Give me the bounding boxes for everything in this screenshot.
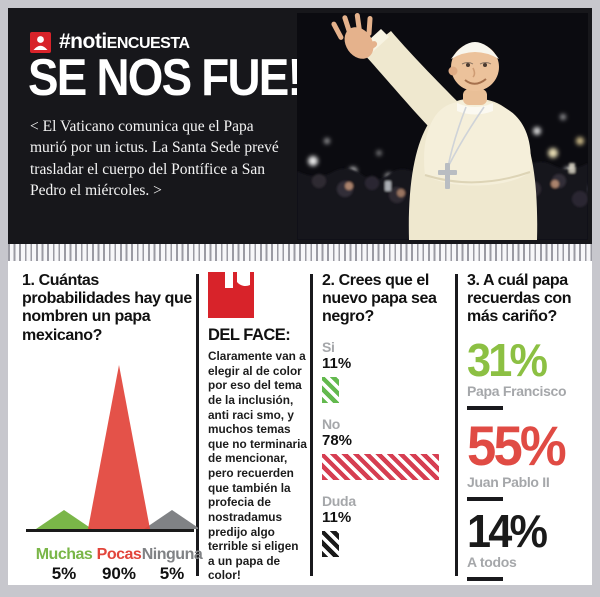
del-face-section: DEL FACE: Claramente van a elegir al de … bbox=[208, 272, 307, 583]
user-icon bbox=[30, 31, 51, 53]
question-1-title: 1. Cuántas probabilidades hay que nombre… bbox=[22, 272, 192, 344]
column-divider bbox=[196, 274, 199, 576]
stat-divider bbox=[467, 577, 503, 582]
brand-hashtag: #noti bbox=[59, 30, 107, 53]
pope-photo bbox=[297, 13, 588, 240]
bar-no bbox=[322, 453, 439, 480]
ruler-strip bbox=[8, 244, 592, 265]
stat-divider bbox=[467, 406, 503, 411]
header: #notiENCUESTA SE NOS FUE! < El Vaticano … bbox=[8, 8, 592, 244]
stat-papa-francisco: 31% Papa Francisco bbox=[467, 337, 583, 411]
chart-label-pocas: Pocas 90% bbox=[96, 545, 142, 583]
question-2-section: 2. Crees que el nuevo papa sea negro? Si… bbox=[322, 272, 450, 570]
bar-duda bbox=[322, 530, 339, 557]
bar-group-si: Si 11% bbox=[322, 339, 450, 403]
column-divider bbox=[310, 274, 313, 576]
bar-group-no: No 78% bbox=[322, 416, 450, 480]
headline: SE NOS FUE! bbox=[28, 49, 303, 107]
chart-label-ninguna: Ninguna 5% bbox=[141, 545, 203, 583]
pope-figure bbox=[331, 13, 538, 240]
infographic-frame: #notiENCUESTA SE NOS FUE! < El Vaticano … bbox=[8, 8, 592, 585]
del-face-heading: DEL FACE: bbox=[208, 326, 291, 344]
cross-pendant bbox=[438, 163, 457, 189]
spike-muchas bbox=[36, 509, 92, 529]
brand: #notiENCUESTA bbox=[30, 30, 190, 54]
stat-juan-pablo-ii: 55% Juan Pablo II bbox=[467, 418, 583, 501]
lede-text: < El Vaticano comunica que el Papa murió… bbox=[30, 118, 279, 200]
del-face-body: Claramente van a elegir al de color por … bbox=[208, 349, 307, 583]
column-divider bbox=[455, 274, 458, 576]
spike-pocas bbox=[88, 364, 150, 529]
stat-divider bbox=[467, 496, 503, 501]
brand-suffix: ENCUESTA bbox=[106, 35, 190, 52]
probability-spike-chart bbox=[22, 357, 200, 544]
brand-text: #notiENCUESTA bbox=[59, 30, 190, 54]
question-3-title: 3. A cuál papa recuerdas con más cariño? bbox=[467, 272, 572, 326]
spike-chart-labels: Muchas 5% Pocas 90% Ninguna 5% bbox=[22, 545, 203, 585]
question-3-section: 3. A cuál papa recuerdas con más cariño?… bbox=[467, 272, 583, 585]
question-1-section: 1. Cuántas probabilidades hay que nombre… bbox=[22, 272, 203, 585]
chart-label-muchas: Muchas 5% bbox=[35, 545, 93, 583]
quote-icon bbox=[208, 272, 254, 318]
bar-si bbox=[322, 376, 339, 403]
stat-a-todos: 14% A todos bbox=[467, 508, 583, 582]
question-2-title: 2. Crees que el nuevo papa sea negro? bbox=[322, 272, 437, 326]
bar-group-duda: Duda 11% bbox=[322, 493, 450, 557]
spike-ninguna bbox=[144, 509, 200, 529]
